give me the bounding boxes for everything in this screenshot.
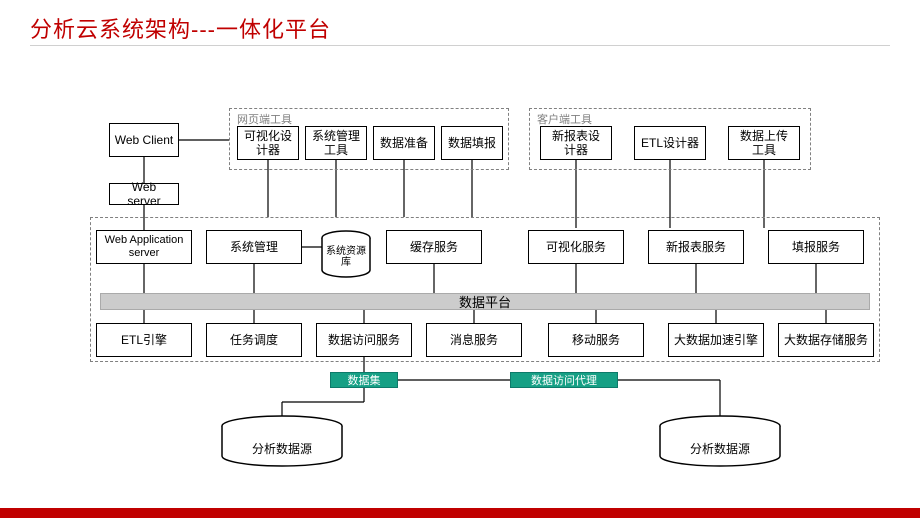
box-new-rpt-svc: 新报表服务 bbox=[648, 230, 744, 264]
page-title: 分析云系统架构---一体化平台 bbox=[30, 12, 331, 44]
platform-bar: 数据平台 bbox=[100, 293, 870, 310]
box-task-sched: 任务调度 bbox=[206, 323, 302, 357]
box-web-client: Web Client bbox=[109, 123, 179, 157]
group-client-tools-label: 客户端工具 bbox=[537, 111, 592, 127]
box-data-access-svc: 数据访问服务 bbox=[316, 323, 412, 357]
box-new-rpt-designer: 新报表设 计器 bbox=[540, 126, 612, 160]
box-mobile-svc: 移动服务 bbox=[548, 323, 644, 357]
box-etl-engine: ETL引擎 bbox=[96, 323, 192, 357]
box-sys-mgmt-tool: 系统管理 工具 bbox=[305, 126, 367, 160]
group-web-tools-label: 网页端工具 bbox=[237, 111, 292, 127]
box-fill-svc: 填报服务 bbox=[768, 230, 864, 264]
label-ds-right: 分析数据源 bbox=[660, 440, 780, 457]
box-vis-designer: 可视化设 计器 bbox=[237, 126, 299, 160]
box-cache-svc: 缓存服务 bbox=[386, 230, 482, 264]
footer-bar bbox=[0, 508, 920, 518]
box-bigdata-store: 大数据存储服务 bbox=[778, 323, 874, 357]
box-sys-mgmt: 系统管理 bbox=[206, 230, 302, 264]
box-web-server: Web server bbox=[109, 183, 179, 205]
title-underline bbox=[30, 45, 890, 46]
box-bigdata-accel: 大数据加速引擎 bbox=[668, 323, 764, 357]
label-sys-res-db: 系统资源 库 bbox=[322, 246, 370, 268]
tag-data-proxy: 数据访问代理 bbox=[510, 372, 618, 388]
box-web-app-server: Web Application server bbox=[96, 230, 192, 264]
box-msg-svc: 消息服务 bbox=[426, 323, 522, 357]
box-data-prep: 数据准备 bbox=[373, 126, 435, 160]
tag-dataset: 数据集 bbox=[330, 372, 398, 388]
label-ds-left: 分析数据源 bbox=[222, 440, 342, 457]
box-vis-svc: 可视化服务 bbox=[528, 230, 624, 264]
box-data-fill: 数据填报 bbox=[441, 126, 503, 160]
box-data-upload-tool: 数据上传 工具 bbox=[728, 126, 800, 160]
box-etl-designer: ETL设计器 bbox=[634, 126, 706, 160]
